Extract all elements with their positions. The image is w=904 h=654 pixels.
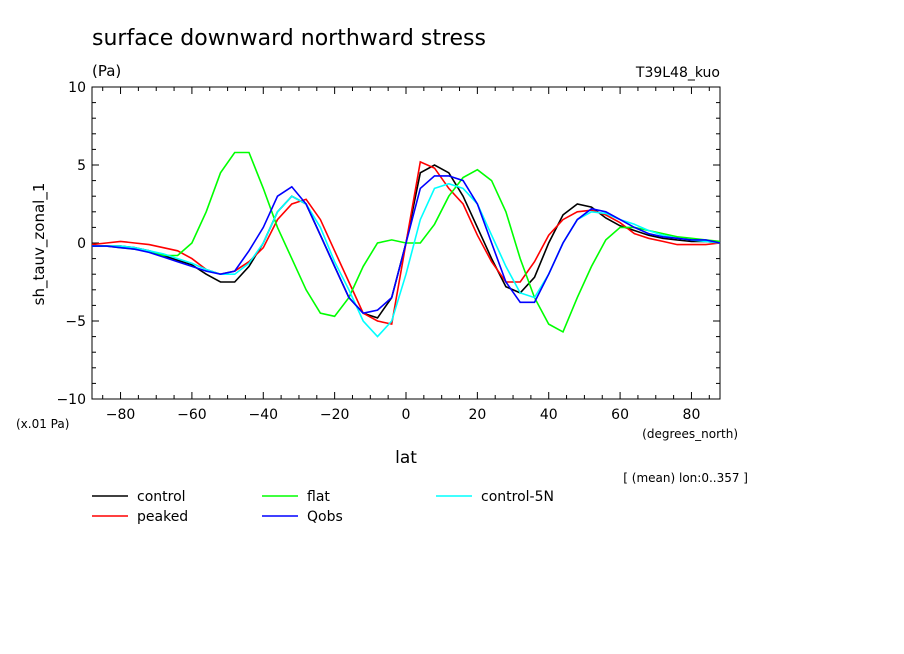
scale-note: (x.01 Pa) [16, 417, 69, 431]
x-tick-label: 60 [611, 407, 629, 423]
y-tick-label: 5 [77, 158, 86, 174]
y-axis-label: sh_tauv_zonal_1 [30, 183, 49, 306]
subset-note: [ (mean) lon:0..357 ] [623, 471, 748, 485]
legend: control flat control-5N peaked Qobs [92, 489, 554, 525]
series-line-control-5n [92, 182, 721, 338]
legend-label-qobs: Qobs [307, 509, 343, 525]
x-tick-label: −20 [320, 407, 350, 423]
legend-label-peaked: peaked [137, 509, 188, 525]
x-tick-label: −60 [177, 407, 207, 423]
axis-tick-labels: −80 −60 −40 −20 0 20 40 60 80 −10 −5 0 5 10 [56, 80, 700, 423]
chart-title: surface downward northward stress [92, 26, 486, 51]
x-tick-label: 40 [540, 407, 558, 423]
x-axis-label: lat [395, 448, 417, 468]
legend-label-control: control [137, 489, 186, 505]
y-tick-label: 10 [68, 80, 86, 96]
series-line-qobs [92, 175, 721, 315]
x-tick-label: 0 [402, 407, 411, 423]
series-lines [91, 151, 721, 338]
x-units: (degrees_north) [642, 427, 738, 441]
y-tick-label: 0 [77, 236, 86, 252]
x-tick-label: −40 [248, 407, 278, 423]
legend-label-flat: flat [307, 489, 330, 505]
y-tick-label: −5 [65, 314, 86, 330]
run-label: T39L48_kuo [635, 65, 720, 81]
legend-label-control-5n: control-5N [481, 489, 554, 505]
units-label: (Pa) [92, 62, 121, 80]
y-tick-label: −10 [56, 392, 86, 408]
x-tick-label: 80 [683, 407, 701, 423]
x-tick-label: 20 [468, 407, 486, 423]
x-tick-label: −80 [106, 407, 136, 423]
axis-ticks [92, 86, 720, 400]
